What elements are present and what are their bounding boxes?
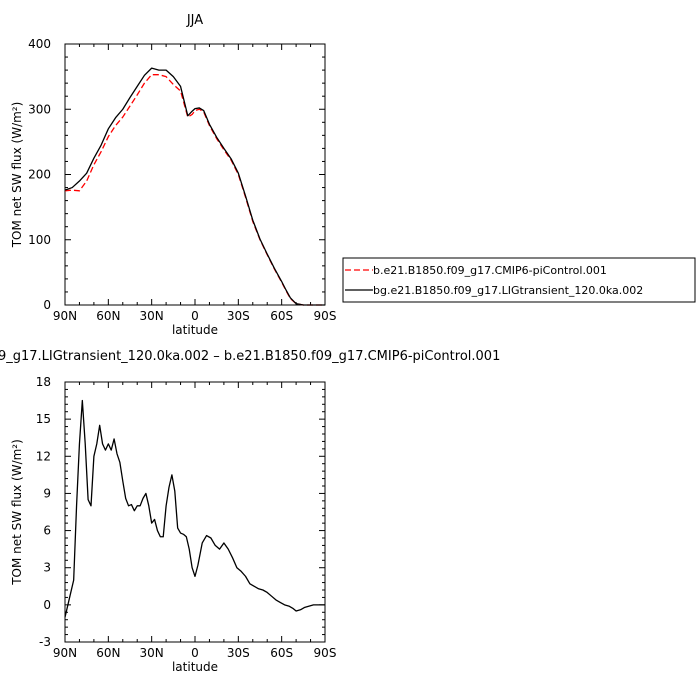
series-line-1 — [64, 67, 325, 306]
y-tick-label: 100 — [28, 233, 51, 247]
chart-panel-1: bg.e21.B1850.f09_g17.LIGtransient_120.0k… — [0, 349, 500, 674]
y-tick-label: 0 — [43, 598, 51, 612]
x-tick-label: 60S — [270, 309, 293, 323]
x-tick-label: 30S — [227, 309, 250, 323]
y-tick-label: 200 — [28, 168, 51, 182]
y-tick-label: 6 — [43, 524, 51, 538]
x-tick-label: 0 — [191, 309, 199, 323]
legend-box — [342, 257, 696, 303]
y-tick-label: 18 — [36, 375, 51, 389]
x-tick-label: 30S — [227, 646, 250, 660]
x-tick-label: 60N — [96, 309, 120, 323]
legend: b.e21.B1850.f09_g17.CMIP6-piControl.001b… — [342, 257, 696, 303]
x-tick-label: 90N — [53, 646, 77, 660]
y-tick-label: -3 — [39, 635, 51, 649]
x-tick-label: 0 — [191, 646, 199, 660]
legend-label-1: bg.e21.B1850.f09_g17.LIGtransient_120.0k… — [373, 284, 643, 297]
x-tick-label: 60N — [96, 646, 120, 660]
plot-frame — [64, 381, 326, 643]
x-tick-label: 90S — [314, 309, 337, 323]
x-tick-label: 60S — [270, 646, 293, 660]
plot-frame — [64, 43, 326, 306]
y-tick-label: 15 — [36, 412, 51, 426]
legend-label-0: b.e21.B1850.f09_g17.CMIP6-piControl.001 — [373, 264, 607, 277]
series-line-0 — [64, 399, 325, 618]
x-tick-label: 90S — [314, 646, 337, 660]
y-axis-title: TOM net SW flux (W/m²) — [10, 102, 24, 249]
y-tick-label: 12 — [36, 449, 51, 463]
chart-title: bg.e21.B1850.f09_g17.LIGtransient_120.0k… — [0, 349, 500, 364]
x-axis-title: latitude — [172, 323, 218, 337]
chart-title: JJA — [186, 13, 203, 28]
y-tick-label: 300 — [28, 102, 51, 116]
y-tick-label: 0 — [43, 298, 51, 312]
chart-panel-0: JJA 90N 60N 30N 0 30S 60S 90S 0 100 200 300 400 latit… — [10, 13, 696, 337]
y-axis-title: TOM net SW flux (W/m²) — [10, 439, 24, 586]
y-tick-label: 400 — [28, 37, 51, 51]
y-tick-label: 9 — [43, 486, 51, 500]
x-tick-label: 30N — [140, 646, 164, 660]
x-axis-title: latitude — [172, 660, 218, 674]
y-tick-label: 3 — [43, 561, 51, 575]
x-tick-label: 30N — [140, 309, 164, 323]
x-tick-label: 90N — [53, 309, 77, 323]
